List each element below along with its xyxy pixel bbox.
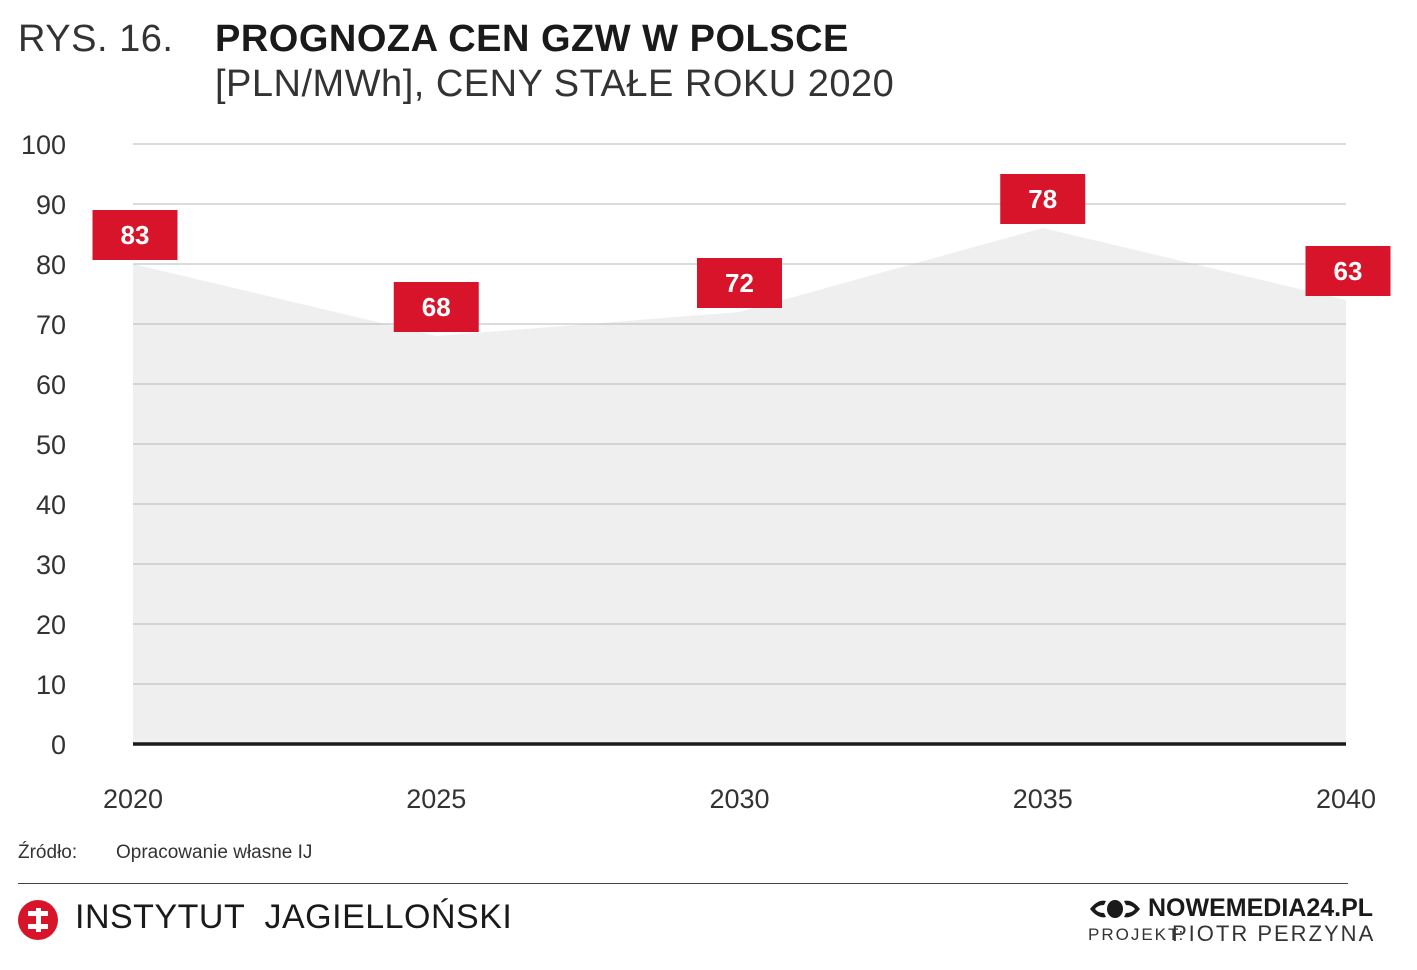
data-label-box (92, 210, 178, 260)
y-tick-label: 100 (21, 130, 66, 160)
y-tick-label: 10 (36, 670, 66, 700)
data-label-box (697, 258, 782, 308)
site-name: NOWEMEDIA24.PL (1148, 894, 1374, 922)
y-tick-label: 40 (36, 490, 66, 520)
chart-subtitle: [PLN/MWh], CENY STAŁE ROKU 2020 (215, 63, 895, 105)
x-tick-label: 2025 (406, 784, 466, 814)
data-label-box (1305, 246, 1391, 296)
y-tick-label: 80 (36, 250, 66, 280)
footer-divider (18, 883, 1348, 884)
source-label: Źródło: (18, 842, 78, 863)
project-author: PIOTR PERZYNA (1172, 921, 1376, 946)
y-tick-label: 0 (51, 730, 66, 760)
data-label: 83 (121, 220, 150, 250)
y-tick-label: 20 (36, 610, 66, 640)
x-tick-label: 2040 (1316, 784, 1376, 814)
area-series (133, 228, 1346, 744)
data-label-box (393, 282, 479, 332)
y-tick-label: 90 (36, 190, 66, 220)
y-tick-label: 70 (36, 310, 66, 340)
institute-name: INSTYTUT JAGIELLOŃSKI (75, 898, 513, 936)
chart-title: PROGNOZA CEN GZW W POLSCE (215, 18, 849, 60)
data-label-box (1000, 174, 1086, 224)
x-tick-label: 2020 (103, 784, 163, 814)
y-tick-label: 60 (36, 370, 66, 400)
x-tick-label: 2035 (1013, 784, 1073, 814)
y-tick-label: 50 (36, 430, 66, 460)
project-label: PROJEKT: (1088, 925, 1186, 944)
source-text: Opracowanie własne IJ (116, 842, 313, 863)
figure-label: RYS. 16. (18, 18, 174, 60)
data-label: 78 (1028, 184, 1057, 214)
institute-logo-icon (18, 900, 58, 940)
nowemedia-eye-icon (1090, 900, 1140, 918)
data-label: 68 (422, 292, 451, 322)
data-label: 63 (1334, 256, 1363, 286)
y-tick-label: 30 (36, 550, 66, 580)
data-label: 72 (725, 268, 754, 298)
x-tick-label: 2030 (709, 784, 769, 814)
